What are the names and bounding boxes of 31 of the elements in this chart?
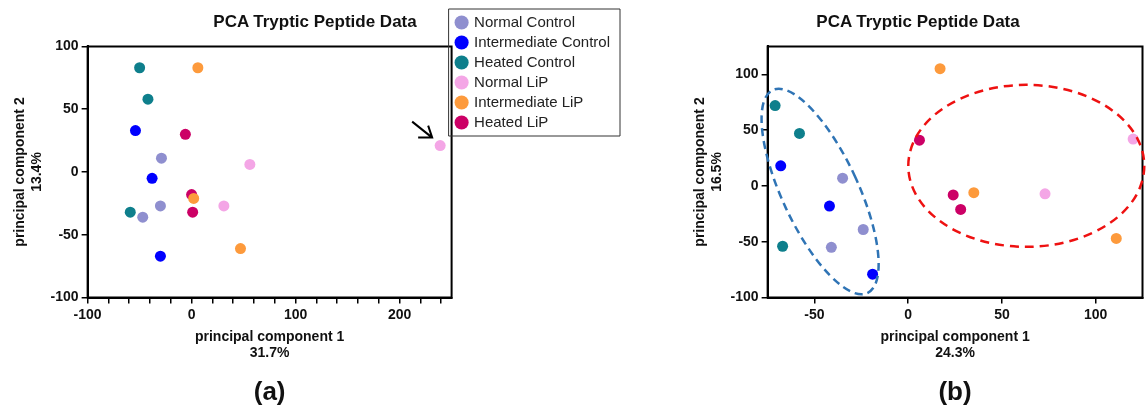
- text: (a): [253, 376, 286, 407]
- y-tick-label: -50: [738, 232, 759, 249]
- y-tick-label: 100: [735, 65, 759, 82]
- x-tick-label: 100: [283, 305, 308, 322]
- legend-label: Heated LiP: [474, 112, 549, 130]
- y-tick-label: -100: [730, 288, 759, 305]
- y-tick-label: -100: [50, 288, 79, 305]
- y-tick-label: 50: [743, 120, 759, 137]
- x-tick-label: 0: [187, 305, 196, 322]
- chart-title: PCA Tryptic Peptide Data: [816, 11, 1021, 31]
- y-tick-label: 50: [63, 100, 79, 117]
- x-tick-label: 0: [904, 305, 913, 322]
- y-tick-label: 0: [70, 162, 79, 179]
- y-tick-label: 100: [55, 37, 79, 54]
- chart-title: PCA Tryptic Peptide Data: [213, 11, 418, 31]
- x-tick-label: 200: [387, 305, 412, 322]
- x-tick-label: 100: [1083, 305, 1108, 322]
- y-axis-title: principal component 2 13.4%: [11, 97, 45, 247]
- x-tick-label: -50: [804, 305, 825, 322]
- legend-label: Normal LiP: [474, 72, 549, 90]
- y-tick-label: 0: [750, 176, 759, 193]
- y-tick-label: -50: [58, 225, 79, 242]
- x-axis-title: principal component 1 31.7%: [194, 327, 345, 361]
- legend-label: Heated Control: [474, 52, 576, 70]
- y-axis-title: principal component 2 16.5%: [691, 97, 725, 247]
- legend-label: Intermediate Control: [474, 32, 611, 50]
- legend-label: Intermediate LiP: [474, 92, 584, 110]
- x-axis-title: principal component 1 24.3%: [880, 327, 1030, 361]
- legend-label: Normal Control: [474, 12, 575, 30]
- x-tick-label: 50: [994, 305, 1010, 322]
- text: (b): [938, 376, 972, 407]
